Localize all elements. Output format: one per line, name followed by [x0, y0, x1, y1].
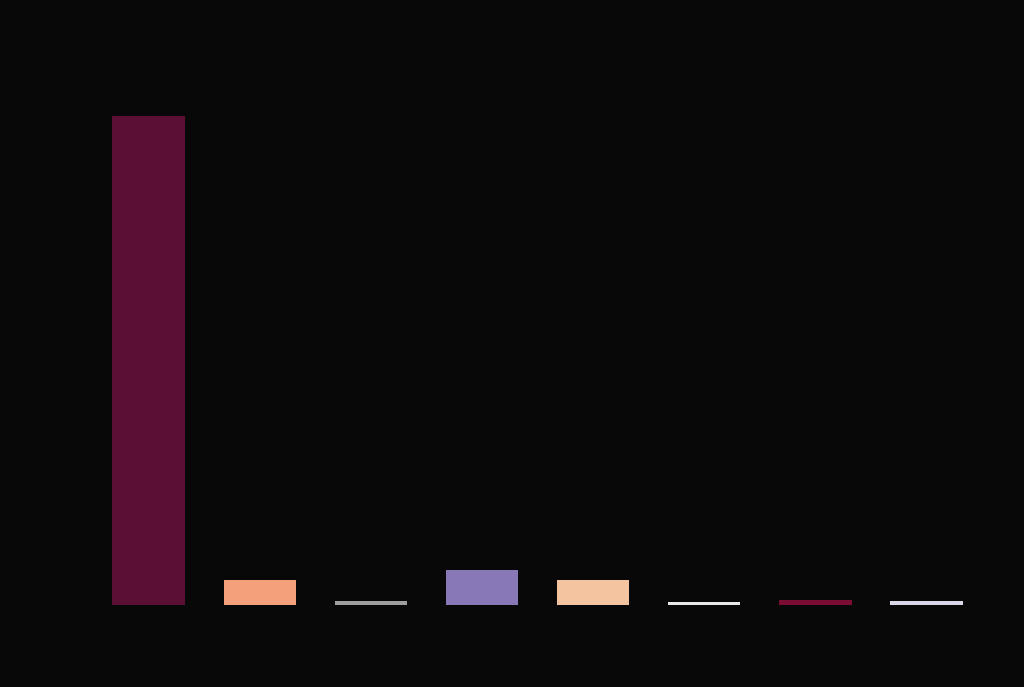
Bar [223, 580, 296, 605]
Bar [779, 600, 852, 605]
Bar [669, 602, 740, 605]
Bar [113, 116, 184, 605]
Bar [891, 601, 963, 605]
Bar [445, 570, 518, 605]
Bar [557, 580, 630, 605]
Bar [335, 601, 407, 605]
